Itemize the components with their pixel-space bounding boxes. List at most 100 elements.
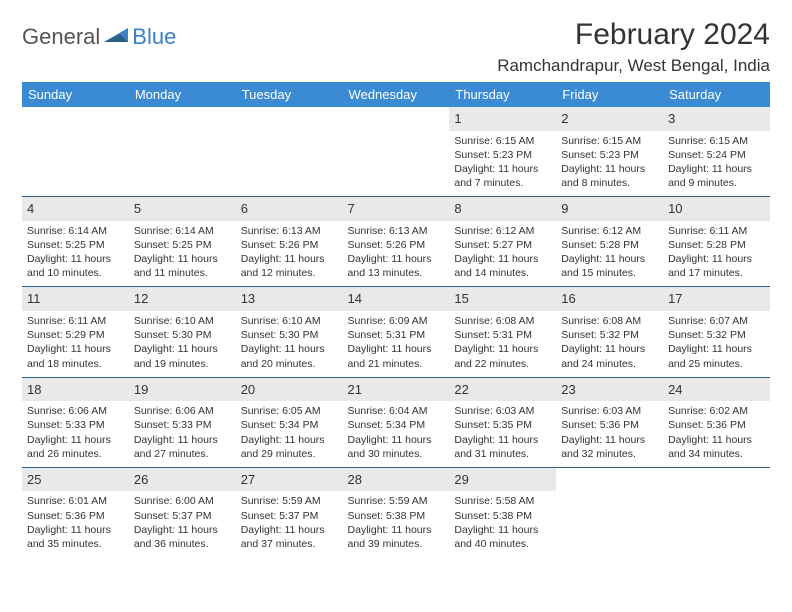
calendar-cell: 3 Sunrise: 6:15 AMSunset: 5:24 PMDaylight… — [663, 107, 770, 197]
calendar-cell: 14 Sunrise: 6:09 AMSunset: 5:31 PMDayligh… — [343, 287, 450, 377]
day-details: Sunrise: 6:12 AMSunset: 5:27 PMDaylight:… — [454, 224, 551, 281]
logo-text-blue: Blue — [132, 24, 176, 50]
day-number: 2 — [556, 107, 663, 131]
day-details: Sunrise: 6:15 AMSunset: 5:23 PMDaylight:… — [561, 134, 658, 191]
day-number: 23 — [556, 378, 663, 402]
day-details: Sunrise: 6:10 AMSunset: 5:30 PMDaylight:… — [241, 314, 338, 371]
calendar-cell: 2 Sunrise: 6:15 AMSunset: 5:23 PMDaylight… — [556, 107, 663, 197]
day-number: 5 — [129, 197, 236, 221]
day-details: Sunrise: 6:11 AMSunset: 5:29 PMDaylight:… — [27, 314, 124, 371]
day-details: Sunrise: 6:04 AMSunset: 5:34 PMDaylight:… — [348, 404, 445, 461]
day-details: Sunrise: 6:13 AMSunset: 5:26 PMDaylight:… — [241, 224, 338, 281]
day-details: Sunrise: 6:08 AMSunset: 5:31 PMDaylight:… — [454, 314, 551, 371]
calendar-cell-empty: . — [129, 107, 236, 197]
day-details: Sunrise: 6:11 AMSunset: 5:28 PMDaylight:… — [668, 224, 765, 281]
location: Ramchandrapur, West Bengal, India — [497, 56, 770, 76]
day-number: 22 — [449, 378, 556, 402]
day-details: Sunrise: 5:59 AMSunset: 5:38 PMDaylight:… — [348, 494, 445, 551]
day-number: 16 — [556, 287, 663, 311]
calendar-cell: 6 Sunrise: 6:13 AMSunset: 5:26 PMDaylight… — [236, 197, 343, 287]
weekday-header: Monday — [129, 82, 236, 107]
weekday-header: Wednesday — [343, 82, 450, 107]
calendar-body: .... 1Sunrise: 6:15 AMSunset: 5:23 PMDayl… — [22, 107, 770, 557]
day-details: Sunrise: 6:03 AMSunset: 5:35 PMDaylight:… — [454, 404, 551, 461]
calendar-cell-empty: . — [236, 107, 343, 197]
calendar-cell: 8Sunrise: 6:12 AMSunset: 5:27 PMDaylight… — [449, 197, 556, 287]
day-details: Sunrise: 6:06 AMSunset: 5:33 PMDaylight:… — [134, 404, 231, 461]
header: General Blue February 2024 Ramchandrapur… — [22, 18, 770, 76]
day-details: Sunrise: 6:14 AMSunset: 5:25 PMDaylight:… — [27, 224, 124, 281]
calendar-row: 18Sunrise: 6:06 AMSunset: 5:33 PMDayligh… — [22, 377, 770, 467]
day-number: 11 — [22, 287, 129, 311]
logo-triangle-icon — [104, 26, 130, 49]
day-number: 4 — [22, 197, 129, 221]
day-details: Sunrise: 5:58 AMSunset: 5:38 PMDaylight:… — [454, 494, 551, 551]
calendar-cell: 22Sunrise: 6:03 AMSunset: 5:35 PMDayligh… — [449, 377, 556, 467]
calendar-cell: 25Sunrise: 6:01 AMSunset: 5:36 PMDayligh… — [22, 467, 129, 557]
weekday-header: Sunday — [22, 82, 129, 107]
day-details: Sunrise: 6:02 AMSunset: 5:36 PMDaylight:… — [668, 404, 765, 461]
day-number: 14 — [343, 287, 450, 311]
month-title: February 2024 — [497, 18, 770, 52]
calendar-row: 25Sunrise: 6:01 AMSunset: 5:36 PMDayligh… — [22, 467, 770, 557]
day-details: Sunrise: 6:00 AMSunset: 5:37 PMDaylight:… — [134, 494, 231, 551]
calendar-cell-empty: . — [663, 467, 770, 557]
day-number: 25 — [22, 468, 129, 492]
calendar-cell: 17 Sunrise: 6:07 AMSunset: 5:32 PMDayligh… — [663, 287, 770, 377]
calendar-cell-empty: . — [556, 467, 663, 557]
day-details: Sunrise: 6:15 AMSunset: 5:24 PMDaylight:… — [668, 134, 765, 191]
weekday-header-row: SundayMondayTuesdayWednesdayThursdayFrid… — [22, 82, 770, 107]
day-number: 7 — [343, 197, 450, 221]
day-number: 21 — [343, 378, 450, 402]
day-details: Sunrise: 6:01 AMSunset: 5:36 PMDaylight:… — [27, 494, 124, 551]
day-number: 18 — [22, 378, 129, 402]
day-details: Sunrise: 6:06 AMSunset: 5:33 PMDaylight:… — [27, 404, 124, 461]
day-number: 6 — [236, 197, 343, 221]
weekday-header: Tuesday — [236, 82, 343, 107]
calendar-cell: 19Sunrise: 6:06 AMSunset: 5:33 PMDayligh… — [129, 377, 236, 467]
day-details: Sunrise: 5:59 AMSunset: 5:37 PMDaylight:… — [241, 494, 338, 551]
logo-text-general: General — [22, 24, 100, 50]
calendar-cell: 28Sunrise: 5:59 AMSunset: 5:38 PMDayligh… — [343, 467, 450, 557]
day-details: Sunrise: 6:10 AMSunset: 5:30 PMDaylight:… — [134, 314, 231, 371]
calendar-row: 11 Sunrise: 6:11 AMSunset: 5:29 PMDayligh… — [22, 287, 770, 377]
day-number: 29 — [449, 468, 556, 492]
day-number: 17 — [663, 287, 770, 311]
calendar-cell: 26Sunrise: 6:00 AMSunset: 5:37 PMDayligh… — [129, 467, 236, 557]
calendar-cell: 5 Sunrise: 6:14 AMSunset: 5:25 PMDaylight… — [129, 197, 236, 287]
calendar-row: ....1Sunrise: 6:15 AMSunset: 5:23 PMDayl… — [22, 107, 770, 197]
calendar-cell: 13 Sunrise: 6:10 AMSunset: 5:30 PMDayligh… — [236, 287, 343, 377]
calendar-table: SundayMondayTuesdayWednesdayThursdayFrid… — [22, 82, 770, 557]
calendar-cell: 24Sunrise: 6:02 AMSunset: 5:36 PMDayligh… — [663, 377, 770, 467]
calendar-cell: 15 Sunrise: 6:08 AMSunset: 5:31 PMDayligh… — [449, 287, 556, 377]
calendar-cell-empty: . — [22, 107, 129, 197]
calendar-cell: 1Sunrise: 6:15 AMSunset: 5:23 PMDaylight… — [449, 107, 556, 197]
day-details: Sunrise: 6:14 AMSunset: 5:25 PMDaylight:… — [134, 224, 231, 281]
day-details: Sunrise: 6:07 AMSunset: 5:32 PMDaylight:… — [668, 314, 765, 371]
day-number: 19 — [129, 378, 236, 402]
calendar-cell: 29Sunrise: 5:58 AMSunset: 5:38 PMDayligh… — [449, 467, 556, 557]
calendar-cell: 20Sunrise: 6:05 AMSunset: 5:34 PMDayligh… — [236, 377, 343, 467]
day-details: Sunrise: 6:15 AMSunset: 5:23 PMDaylight:… — [454, 134, 551, 191]
calendar-row: 4Sunrise: 6:14 AMSunset: 5:25 PMDaylight… — [22, 197, 770, 287]
day-details: Sunrise: 6:05 AMSunset: 5:34 PMDaylight:… — [241, 404, 338, 461]
title-block: February 2024 Ramchandrapur, West Bengal… — [497, 18, 770, 76]
calendar-cell: 11 Sunrise: 6:11 AMSunset: 5:29 PMDayligh… — [22, 287, 129, 377]
day-details: Sunrise: 6:09 AMSunset: 5:31 PMDaylight:… — [348, 314, 445, 371]
calendar-cell: 12 Sunrise: 6:10 AMSunset: 5:30 PMDayligh… — [129, 287, 236, 377]
day-details: Sunrise: 6:08 AMSunset: 5:32 PMDaylight:… — [561, 314, 658, 371]
calendar-cell: 27Sunrise: 5:59 AMSunset: 5:37 PMDayligh… — [236, 467, 343, 557]
day-number: 15 — [449, 287, 556, 311]
day-details: Sunrise: 6:12 AMSunset: 5:28 PMDaylight:… — [561, 224, 658, 281]
calendar-cell: 16 Sunrise: 6:08 AMSunset: 5:32 PMDayligh… — [556, 287, 663, 377]
calendar-cell: 7Sunrise: 6:13 AMSunset: 5:26 PMDaylight… — [343, 197, 450, 287]
day-number: 13 — [236, 287, 343, 311]
day-number: 12 — [129, 287, 236, 311]
day-number: 10 — [663, 197, 770, 221]
day-number: 3 — [663, 107, 770, 131]
calendar-cell: 23Sunrise: 6:03 AMSunset: 5:36 PMDayligh… — [556, 377, 663, 467]
day-number: 24 — [663, 378, 770, 402]
calendar-cell: 21Sunrise: 6:04 AMSunset: 5:34 PMDayligh… — [343, 377, 450, 467]
weekday-header: Friday — [556, 82, 663, 107]
day-number: 26 — [129, 468, 236, 492]
